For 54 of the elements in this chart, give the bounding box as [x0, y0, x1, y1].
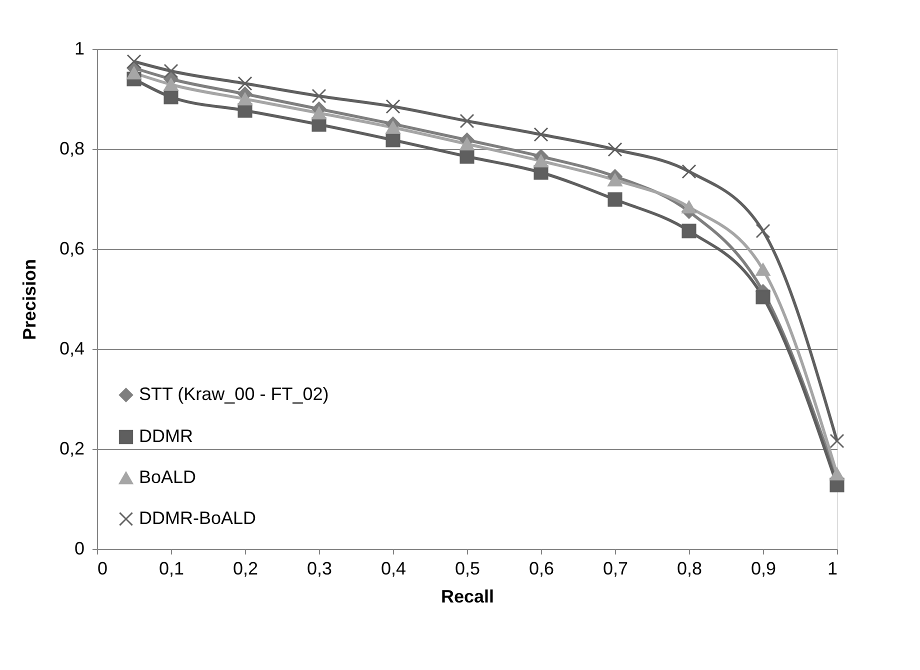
point	[238, 92, 252, 106]
point	[126, 66, 142, 80]
point	[682, 164, 696, 179]
point	[386, 99, 400, 114]
x-tick-label: 0,1	[158, 558, 184, 578]
x-tick-label: 0,3	[306, 558, 332, 578]
x-tick-label: 1	[827, 558, 838, 578]
point	[164, 78, 178, 91]
y-tick-label: 0,4	[59, 338, 84, 358]
x-axis-title: Recall	[440, 586, 494, 606]
point	[460, 138, 474, 150]
y-tick-label: 0,8	[59, 138, 84, 158]
y-tick-label: 0,6	[59, 238, 84, 258]
point	[608, 174, 622, 186]
x-tick-label: 0,5	[454, 558, 480, 578]
legend-label: BoALD	[139, 467, 196, 487]
point	[756, 224, 770, 238]
point	[682, 224, 696, 238]
point	[756, 290, 770, 304]
x-tick-label: 0,2	[232, 558, 258, 578]
point	[608, 192, 622, 207]
legend-label: STT (Kraw_00 - FT_02)	[139, 384, 329, 404]
point	[460, 149, 474, 164]
point	[386, 132, 400, 148]
point	[608, 142, 622, 157]
point	[312, 117, 326, 132]
point	[386, 121, 400, 134]
x-tick-label: 0	[98, 558, 108, 578]
point	[460, 114, 474, 128]
point	[164, 64, 178, 78]
x-tick-label: 0,8	[676, 558, 702, 578]
point	[312, 106, 326, 120]
point	[830, 434, 844, 448]
point	[830, 468, 844, 480]
point	[238, 76, 252, 91]
legend-label: DDMR-BoALD	[139, 508, 256, 528]
y-tick-label: 0,2	[59, 438, 84, 458]
point	[312, 88, 326, 104]
y-axis-title: Precision	[19, 258, 40, 340]
point	[534, 154, 548, 168]
legend-label: DDMR	[139, 426, 193, 446]
point	[126, 54, 142, 69]
x-tick-label: 0,4	[380, 558, 406, 578]
y-tick-label: 0	[74, 538, 84, 558]
point	[756, 263, 770, 276]
x-tick-label: 0,9	[750, 558, 776, 578]
point	[534, 127, 548, 142]
point	[238, 103, 252, 118]
x-tick-label: 0,7	[602, 558, 628, 578]
point	[682, 200, 696, 214]
y-tick-label: 1	[74, 38, 84, 58]
point	[164, 90, 178, 104]
x-tick-label: 0,6	[528, 558, 554, 578]
point	[534, 165, 548, 180]
